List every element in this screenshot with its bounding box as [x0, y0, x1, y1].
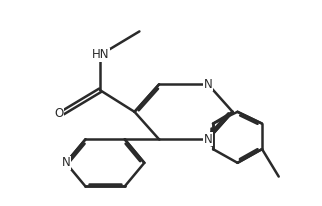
Text: N: N [204, 78, 213, 91]
Text: N: N [62, 156, 70, 169]
Text: HN: HN [91, 48, 109, 61]
Text: O: O [54, 107, 64, 120]
Text: N: N [204, 133, 213, 146]
